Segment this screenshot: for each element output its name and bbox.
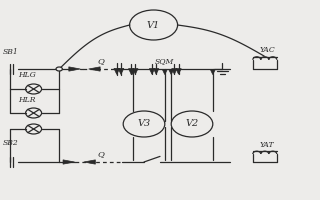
Text: V2: V2 xyxy=(185,119,199,129)
Polygon shape xyxy=(169,69,174,75)
Polygon shape xyxy=(172,69,177,74)
Polygon shape xyxy=(129,69,134,74)
Text: V3: V3 xyxy=(137,119,151,129)
Polygon shape xyxy=(133,69,138,74)
Polygon shape xyxy=(118,68,124,74)
Polygon shape xyxy=(162,69,167,75)
Text: SQM: SQM xyxy=(155,57,174,65)
Text: SB2: SB2 xyxy=(3,139,19,147)
Text: YAT: YAT xyxy=(259,141,274,149)
Polygon shape xyxy=(149,69,155,74)
Circle shape xyxy=(56,67,62,71)
Text: Q: Q xyxy=(98,57,104,65)
Polygon shape xyxy=(63,160,75,164)
Polygon shape xyxy=(69,67,80,71)
Text: HLG: HLG xyxy=(19,71,36,79)
Polygon shape xyxy=(210,69,215,75)
Text: SB1: SB1 xyxy=(3,48,19,56)
Text: V1: V1 xyxy=(147,21,160,29)
Polygon shape xyxy=(89,67,100,71)
Polygon shape xyxy=(176,69,181,74)
Polygon shape xyxy=(114,68,120,74)
Polygon shape xyxy=(154,69,159,74)
Text: HLR: HLR xyxy=(19,96,36,104)
Polygon shape xyxy=(130,69,135,75)
Polygon shape xyxy=(84,160,95,164)
Text: YAC: YAC xyxy=(259,46,275,54)
Text: Q: Q xyxy=(98,150,104,158)
